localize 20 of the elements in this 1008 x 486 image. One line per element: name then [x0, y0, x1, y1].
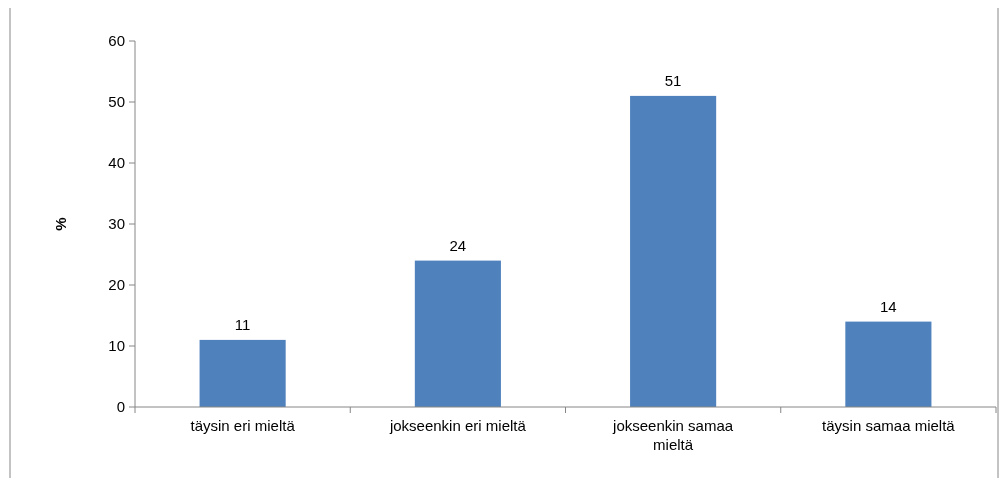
y-tick-label: 10 [108, 337, 125, 355]
data-label: 24 [449, 236, 467, 254]
bar [414, 260, 501, 407]
data-label: 11 [234, 315, 251, 333]
bar [845, 321, 932, 407]
y-tick-label: 50 [108, 93, 125, 111]
bar [630, 95, 717, 407]
y-axis-title: % [52, 217, 69, 231]
y-tick-label: 30 [108, 215, 125, 233]
y-tick-label: 20 [108, 276, 125, 294]
data-label: 51 [664, 71, 682, 89]
x-tick-label: täysin samaa mieltä [822, 417, 956, 434]
x-tick-label: jokseenkin eri mieltä [388, 417, 527, 434]
y-tick-label: 60 [108, 32, 125, 50]
data-label: 14 [880, 297, 897, 315]
y-tick-label: 40 [108, 154, 125, 172]
x-tick-label: jokseenkin samaa mieltä [612, 417, 734, 453]
x-tick-label: täysin eri mieltä [190, 417, 296, 434]
bar [199, 339, 286, 407]
y-tick-label: 0 [116, 398, 125, 416]
